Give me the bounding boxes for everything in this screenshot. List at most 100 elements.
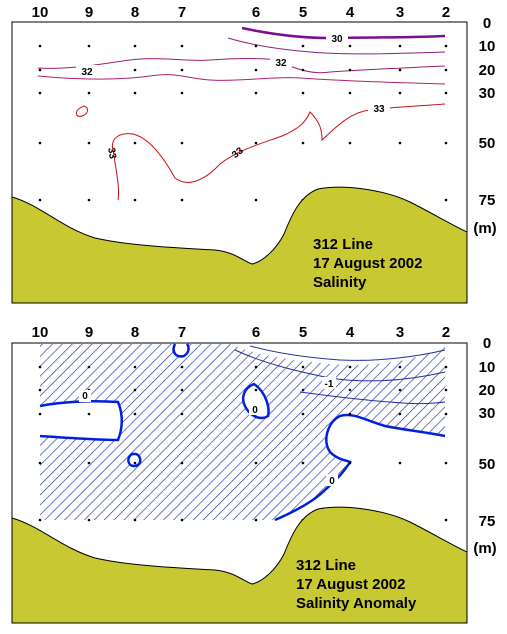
station-label-3: 3 [396, 324, 404, 341]
sample-dot [444, 91, 448, 95]
zero-contour-top [172, 343, 190, 358]
sample-dot [398, 461, 402, 465]
anomaly-contour-labels: 0 0 0 -1 [79, 377, 338, 487]
sample-dot [398, 44, 402, 48]
sample-dot [301, 68, 305, 72]
sample-dot [133, 198, 137, 202]
contour-label-32-left: 32 [81, 67, 93, 78]
zero-contour-left [39, 399, 123, 442]
station-label-4: 4 [346, 4, 355, 21]
station-label-6: 6 [252, 4, 260, 21]
salinity-panel: 30 32 32 33 33 33 312 Line 17 August 200… [11, 4, 497, 304]
sample-dot [444, 365, 448, 369]
sample-dot [301, 461, 305, 465]
contour-32-line-right [289, 65, 446, 74]
sample-dot [38, 141, 42, 145]
salinity-station-labels: 10 9 8 7 6 5 4 3 2 [32, 4, 451, 21]
depth-label-50: 50 [479, 456, 496, 473]
station-label-6: 6 [252, 324, 260, 341]
station-label-4: 4 [346, 324, 355, 341]
sample-dot [398, 68, 402, 72]
depth-unit-label: (m) [473, 540, 496, 557]
anomaly-info-line-1: 312 Line [296, 557, 356, 574]
sample-dot [38, 461, 42, 465]
sample-dot [180, 91, 184, 95]
sample-dot [38, 518, 42, 522]
sample-dot [87, 412, 91, 416]
sample-dot [133, 68, 137, 72]
sample-dot [348, 365, 352, 369]
sample-dot [38, 198, 42, 202]
depth-label-50: 50 [479, 135, 496, 152]
sample-dot [180, 198, 184, 202]
contour-33-line-main [111, 103, 446, 201]
sample-dot [133, 91, 137, 95]
anomaly-sample-dots [38, 365, 448, 522]
sample-dot [133, 412, 137, 416]
depth-label-0: 0 [483, 15, 491, 32]
anomaly-label-0-mid: 0 [252, 405, 258, 416]
salinity-contours [37, 26, 446, 201]
sample-dot [87, 518, 91, 522]
zero-contour-right [274, 413, 446, 522]
station-label-10: 10 [32, 324, 49, 341]
sample-dot [444, 461, 448, 465]
contour-label-33-right: 33 [373, 104, 385, 115]
sample-dot [133, 365, 137, 369]
sample-dot [301, 44, 305, 48]
anomaly-bottom-topography [11, 506, 468, 624]
contour-3x-line-upper [37, 74, 446, 85]
depth-label-10: 10 [479, 359, 496, 376]
anomaly-label-minus1: -1 [325, 379, 334, 390]
sample-dot [133, 518, 137, 522]
sample-dot [348, 68, 352, 72]
station-label-2: 2 [442, 324, 450, 341]
anomaly-info-line-3: Salinity Anomaly [296, 595, 417, 612]
station-label-3: 3 [396, 4, 404, 21]
sample-dot [180, 461, 184, 465]
station-label-8: 8 [131, 4, 139, 21]
sample-dot [444, 518, 448, 522]
sample-dot [133, 388, 137, 392]
salinity-bottom-topography [11, 186, 468, 304]
sample-dot [398, 141, 402, 145]
sample-dot [301, 412, 305, 416]
sample-dot [254, 68, 258, 72]
depth-label-10: 10 [479, 38, 496, 55]
depth-label-20: 20 [479, 382, 496, 399]
sample-dot [348, 91, 352, 95]
contour-minus2-line [249, 345, 446, 361]
sample-dot [301, 91, 305, 95]
sample-dot [180, 141, 184, 145]
sample-dot [444, 198, 448, 202]
sample-dot [254, 461, 258, 465]
anomaly-label-0-left: 0 [82, 391, 88, 402]
sample-dot [254, 518, 258, 522]
contour-31-line [227, 37, 446, 55]
sample-dot [444, 141, 448, 145]
anomaly-info-line-2: 17 August 2002 [296, 576, 406, 593]
sample-dot [180, 412, 184, 416]
station-label-7: 7 [178, 324, 186, 341]
positive-anomaly-small-loop [128, 454, 141, 466]
sample-dot [180, 44, 184, 48]
salinity-info-line-3: Salinity [313, 274, 367, 291]
contour-label-32-right: 32 [275, 58, 287, 69]
sample-dot [254, 388, 258, 392]
depth-label-20: 20 [479, 62, 496, 79]
sample-dot [133, 461, 137, 465]
sample-dot [348, 461, 352, 465]
station-label-9: 9 [85, 324, 93, 341]
sample-dot [87, 198, 91, 202]
sample-dot [444, 44, 448, 48]
depth-label-75: 75 [479, 513, 496, 530]
anomaly-station-labels: 10 9 8 7 6 5 4 3 2 [32, 324, 451, 341]
positive-anomaly-left-pocket [40, 401, 122, 440]
anomaly-panel: 0 0 0 -1 312 Line 17 August 2002 Salinit… [11, 324, 497, 624]
contour-33-small-loop [75, 105, 89, 117]
anomaly-label-0-right: 0 [329, 476, 335, 487]
sample-dot [398, 365, 402, 369]
sample-dot [444, 388, 448, 392]
contour-label-33-left: 33 [105, 147, 118, 160]
